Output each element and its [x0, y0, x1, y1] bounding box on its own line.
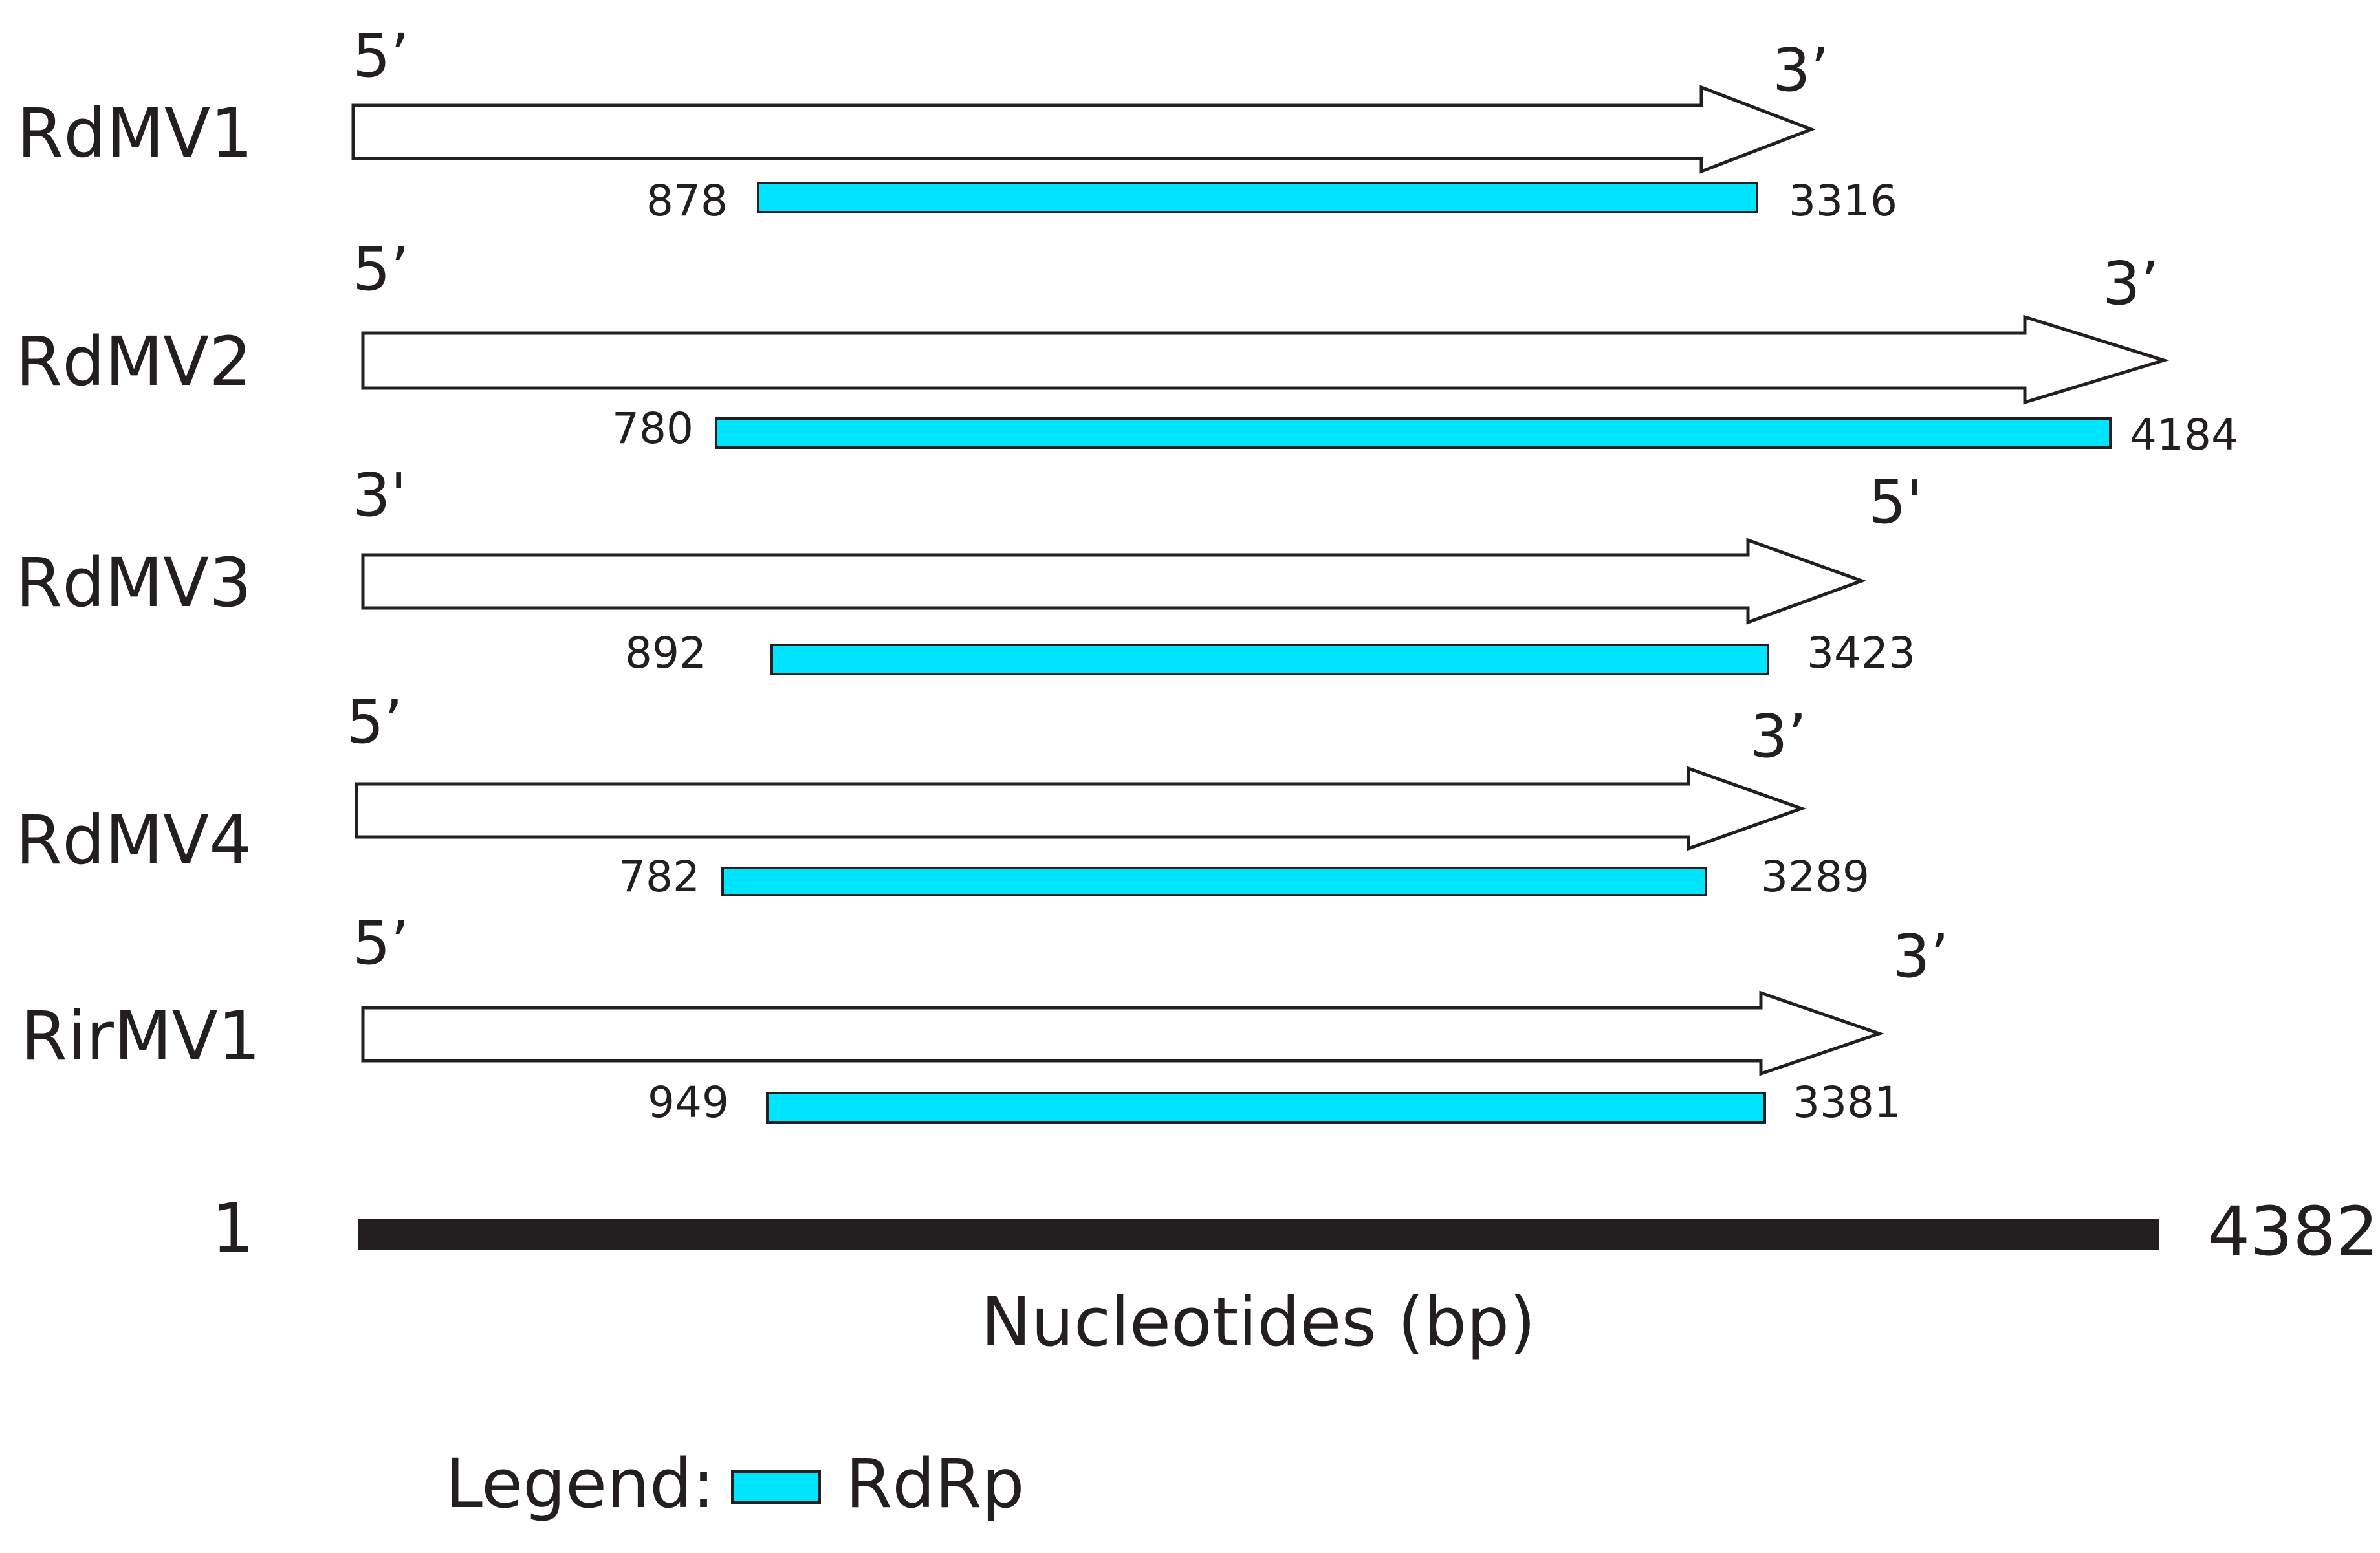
legend: Legend: RdRp [445, 1444, 1025, 1523]
orf-end-label: 3289 [1761, 852, 1870, 902]
genome-row-rdmv2: RdMV2 5’ 3’ 780 4184 [16, 235, 2238, 460]
legend-rdrp-swatch [731, 1470, 821, 1504]
scale-bar [358, 1219, 2159, 1250]
rdrp-orf-bar [770, 644, 1769, 675]
legend-rdrp-label: RdRp [846, 1444, 1025, 1523]
genome-name: RirMV1 [21, 997, 261, 1076]
right-end-label: 3’ [1750, 702, 1807, 771]
genome-row-rdmv1: RdMV1 5’ 3’ 878 3316 [17, 21, 1897, 226]
orf-start-label: 949 [648, 1078, 729, 1127]
genome-name: RdMV4 [16, 801, 252, 880]
scale-title: Nucleotides (bp) [981, 1283, 1536, 1362]
left-end-label: 5’ [353, 235, 409, 304]
right-end-label: 3’ [1773, 36, 1829, 105]
scale-end-label: 4382 [2207, 1192, 2379, 1271]
orf-start-label: 878 [646, 176, 728, 226]
genome-row-rdmv3: RdMV3 3' 5' 892 3423 [16, 461, 1923, 678]
orf-end-label: 3381 [1793, 1078, 1901, 1127]
genome-arrow [361, 538, 1867, 625]
rdrp-orf-bar [721, 867, 1707, 896]
orf-end-label: 3316 [1789, 176, 1897, 226]
left-end-label: 5’ [353, 21, 409, 91]
orf-start-label: 780 [612, 404, 693, 453]
genome-arrow [351, 85, 1817, 174]
orf-end-label: 4184 [2130, 410, 2238, 460]
right-end-label: 5' [1868, 468, 1923, 537]
right-end-label: 3’ [1892, 922, 1949, 991]
right-end-label: 3’ [2102, 249, 2159, 318]
orf-start-label: 892 [625, 628, 706, 678]
genome-row-rdmv4: RdMV4 5’ 3’ 782 3289 [16, 688, 1870, 902]
rdrp-orf-bar [766, 1092, 1766, 1124]
orf-end-label: 3423 [1807, 628, 1916, 678]
left-end-label: 3' [353, 461, 407, 530]
left-end-label: 5’ [346, 688, 403, 757]
genome-name: RdMV2 [16, 322, 252, 401]
orf-start-label: 782 [618, 852, 700, 902]
rdrp-orf-bar [715, 417, 2112, 449]
rdrp-orf-bar [757, 182, 1758, 213]
legend-prefix: Legend: [445, 1444, 715, 1523]
scale-start-label: 1 [212, 1189, 254, 1268]
genome-arrow [355, 766, 1807, 851]
genome-name: RdMV3 [16, 543, 252, 622]
genome-row-rirmv1: RirMV1 5’ 3’ 949 3381 [21, 909, 1949, 1127]
genome-arrow [361, 314, 2170, 405]
nucleotide-scale: 1 4382 Nucleotides (bp) [212, 1189, 2379, 1362]
genome-arrow [361, 990, 1884, 1076]
genome-name: RdMV1 [17, 94, 253, 173]
left-end-label: 5’ [353, 909, 409, 978]
